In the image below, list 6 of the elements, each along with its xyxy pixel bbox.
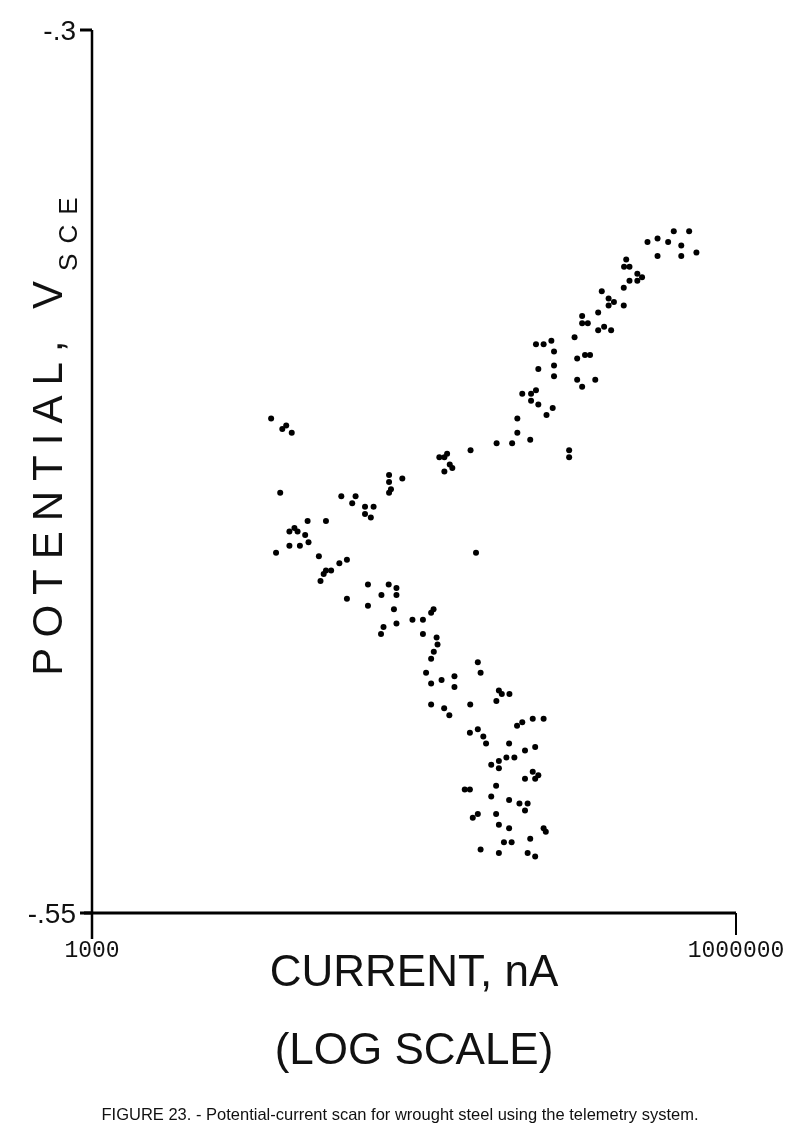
x-tick-label: 1000 [64, 938, 120, 964]
y-tick-label: -.55 [27, 897, 76, 929]
y-tick-label: -.3 [43, 14, 76, 46]
x-axis-title: CURRENT, nA (LOG SCALE) [269, 946, 559, 1073]
x-tick-label: 1000000 [687, 938, 785, 964]
caption: FIGURE 23. - Potential-current scan for wrought steel using the telemetry system. [101, 1105, 699, 1123]
